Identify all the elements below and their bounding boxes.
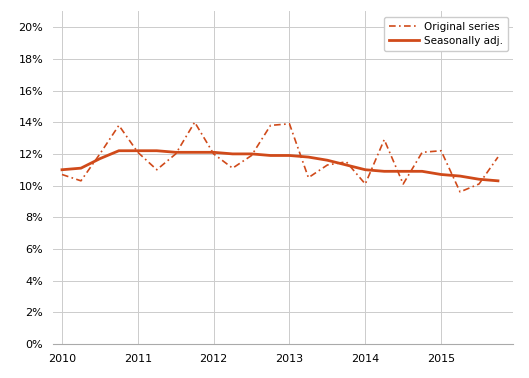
Original series xyxy=(381,137,387,142)
Original series xyxy=(438,149,444,153)
Seasonally adj. xyxy=(59,167,65,172)
Seasonally adj. xyxy=(230,152,236,156)
Seasonally adj. xyxy=(476,177,482,181)
Original series xyxy=(305,175,312,180)
Original series xyxy=(211,152,217,156)
Seasonally adj. xyxy=(495,178,501,183)
Original series xyxy=(97,152,103,156)
Original series xyxy=(59,172,65,177)
Seasonally adj. xyxy=(362,167,369,172)
Original series xyxy=(400,182,406,186)
Seasonally adj. xyxy=(135,149,141,153)
Seasonally adj. xyxy=(286,153,293,158)
Seasonally adj. xyxy=(116,149,122,153)
Seasonally adj. xyxy=(324,158,331,163)
Original series xyxy=(135,150,141,155)
Original series xyxy=(362,182,369,186)
Seasonally adj. xyxy=(400,169,406,174)
Seasonally adj. xyxy=(305,155,312,160)
Original series xyxy=(191,120,198,124)
Seasonally adj. xyxy=(249,152,255,156)
Seasonally adj. xyxy=(191,150,198,155)
Original series xyxy=(286,122,293,126)
Original series xyxy=(476,182,482,186)
Seasonally adj. xyxy=(211,150,217,155)
Seasonally adj. xyxy=(343,163,350,167)
Seasonally adj. xyxy=(153,149,160,153)
Seasonally adj. xyxy=(97,156,103,161)
Original series xyxy=(153,167,160,172)
Seasonally adj. xyxy=(381,169,387,174)
Original series xyxy=(495,155,501,160)
Seasonally adj. xyxy=(267,153,273,158)
Original series xyxy=(343,160,350,164)
Line: Seasonally adj.: Seasonally adj. xyxy=(62,151,498,181)
Original series xyxy=(267,123,273,128)
Seasonally adj. xyxy=(78,166,84,170)
Legend: Original series, Seasonally adj.: Original series, Seasonally adj. xyxy=(384,17,508,51)
Original series xyxy=(230,166,236,170)
Original series xyxy=(78,178,84,183)
Original series xyxy=(457,190,463,194)
Original series xyxy=(419,150,425,155)
Line: Original series: Original series xyxy=(62,122,498,192)
Original series xyxy=(172,152,179,156)
Seasonally adj. xyxy=(457,174,463,178)
Seasonally adj. xyxy=(172,150,179,155)
Original series xyxy=(249,153,255,158)
Seasonally adj. xyxy=(419,169,425,174)
Original series xyxy=(116,123,122,128)
Seasonally adj. xyxy=(438,172,444,177)
Original series xyxy=(324,163,331,167)
